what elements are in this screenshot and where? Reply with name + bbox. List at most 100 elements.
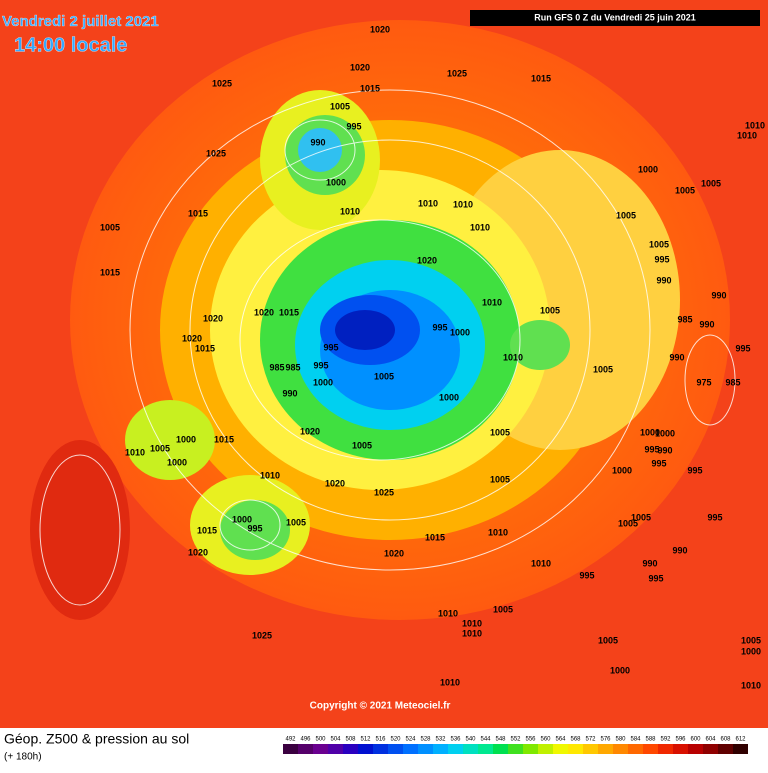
scale-label: 600 — [690, 737, 701, 743]
isobar-label: 995 — [654, 254, 669, 264]
isobar-label: 1010 — [470, 222, 490, 232]
isobar-label: 1000 — [640, 427, 660, 437]
scale-swatch — [673, 744, 688, 754]
scale-label: 576 — [600, 737, 611, 743]
scale-label: 516 — [375, 737, 386, 743]
isobar-label: 1000 — [439, 392, 459, 402]
scale-swatch — [388, 744, 403, 754]
isobar-label: 1020 — [254, 307, 274, 317]
isobar-label: 975 — [696, 377, 711, 387]
isobar-label: 1015 — [100, 267, 120, 277]
isobar-label: 985 — [269, 362, 284, 372]
isobar-label: 1010 — [531, 558, 551, 568]
isobar-label: 990 — [310, 137, 325, 147]
isobar-label: 995 — [735, 343, 750, 353]
isobar-label: 1020 — [370, 24, 390, 34]
isobar-label: 1015 — [360, 83, 380, 93]
scale-label: 528 — [420, 737, 431, 743]
scale-swatch — [508, 744, 523, 754]
isobar-label: 1010 — [440, 677, 460, 687]
scale-label: 604 — [705, 737, 716, 743]
scale-label: 532 — [435, 737, 446, 743]
isobar-label: 1010 — [418, 198, 438, 208]
scale-label: 536 — [450, 737, 461, 743]
isobar-label: 990 — [699, 319, 714, 329]
isobar-label: 1020 — [384, 548, 404, 558]
isobar-label: 1005 — [540, 305, 560, 315]
isobar-label: 1015 — [188, 208, 208, 218]
isobar-label: 1000 — [610, 665, 630, 675]
isobar-label: 1010 — [462, 618, 482, 628]
isobar-label: 1025 — [212, 78, 232, 88]
isobar-label: 1005 — [490, 427, 510, 437]
scale-label: 588 — [645, 737, 656, 743]
isobar-label: 1015 — [425, 532, 445, 542]
zone — [335, 310, 395, 350]
isobar-label: 1010 — [737, 130, 757, 140]
isobar-label: 1000 — [655, 428, 675, 438]
scale-label: 540 — [465, 737, 476, 743]
legend-subtitle: (+ 180h) — [4, 752, 42, 763]
isobar-label: 990 — [282, 388, 297, 398]
scale-label: 512 — [360, 737, 371, 743]
isobar-label: 1010 — [438, 608, 458, 618]
zone — [510, 320, 570, 370]
isobar-label: 1005 — [150, 443, 170, 453]
isobar-label: 995 — [579, 570, 594, 580]
isobar-label: 1010 — [453, 199, 473, 209]
isobar-label: 1020 — [203, 313, 223, 323]
scale-label: 496 — [300, 737, 311, 743]
isobar-label: 1010 — [482, 297, 502, 307]
scale-swatch — [478, 744, 493, 754]
isobar-label: 1010 — [741, 680, 761, 690]
isobar-label: 1005 — [631, 512, 651, 522]
isobar-label: 1005 — [352, 440, 372, 450]
isobar-label: 995 — [346, 121, 361, 131]
isobar-label: 1010 — [260, 470, 280, 480]
scale-swatch — [643, 744, 658, 754]
isobar-label: 1010 — [503, 352, 523, 362]
isobar-label: 995 — [644, 444, 659, 454]
scale-label: 552 — [510, 737, 521, 743]
scale-label: 608 — [720, 737, 731, 743]
isobar-label: 1015 — [279, 307, 299, 317]
scale-swatch — [313, 744, 328, 754]
isobar-label: 985 — [285, 362, 300, 372]
zone — [220, 500, 290, 560]
isobar-label: 1005 — [490, 474, 510, 484]
scale-label: 580 — [615, 737, 626, 743]
scale-swatch — [733, 744, 748, 754]
isobar-label: 1010 — [745, 120, 765, 130]
scale-swatch — [358, 744, 373, 754]
scale-label: 584 — [630, 737, 641, 743]
isobar-label: 1020 — [325, 478, 345, 488]
isobar-label: 985 — [677, 314, 692, 324]
isobar-label: 1015 — [214, 434, 234, 444]
scale-swatch — [538, 744, 553, 754]
scale-swatch — [328, 744, 343, 754]
isobar-label: 1010 — [125, 447, 145, 457]
isobar-label: 1000 — [232, 514, 252, 524]
isobar-label: 990 — [657, 445, 672, 455]
scale-swatch — [403, 744, 418, 754]
isobar-label: 1005 — [100, 222, 120, 232]
isobar-label: 1005 — [618, 518, 638, 528]
isobar-label: 995 — [247, 523, 262, 533]
isobar-label: 1000 — [313, 377, 333, 387]
isobar-label: 1005 — [593, 364, 613, 374]
isobar-label: 1020 — [417, 255, 437, 265]
scale-swatch — [583, 744, 598, 754]
scale-swatch — [718, 744, 733, 754]
isobar-label: 1005 — [741, 635, 761, 645]
scale-swatch — [628, 744, 643, 754]
scale-swatch — [448, 744, 463, 754]
run-info: Run GFS 0 Z du Vendredi 25 juin 2021 — [534, 12, 696, 22]
scale-swatch — [568, 744, 583, 754]
isobar-label: 990 — [642, 558, 657, 568]
isobar-label: 1015 — [195, 343, 215, 353]
isobar-label: 1020 — [182, 333, 202, 343]
isobar-label: 1005 — [374, 371, 394, 381]
zone — [298, 128, 342, 172]
isobar-label: 1005 — [649, 239, 669, 249]
